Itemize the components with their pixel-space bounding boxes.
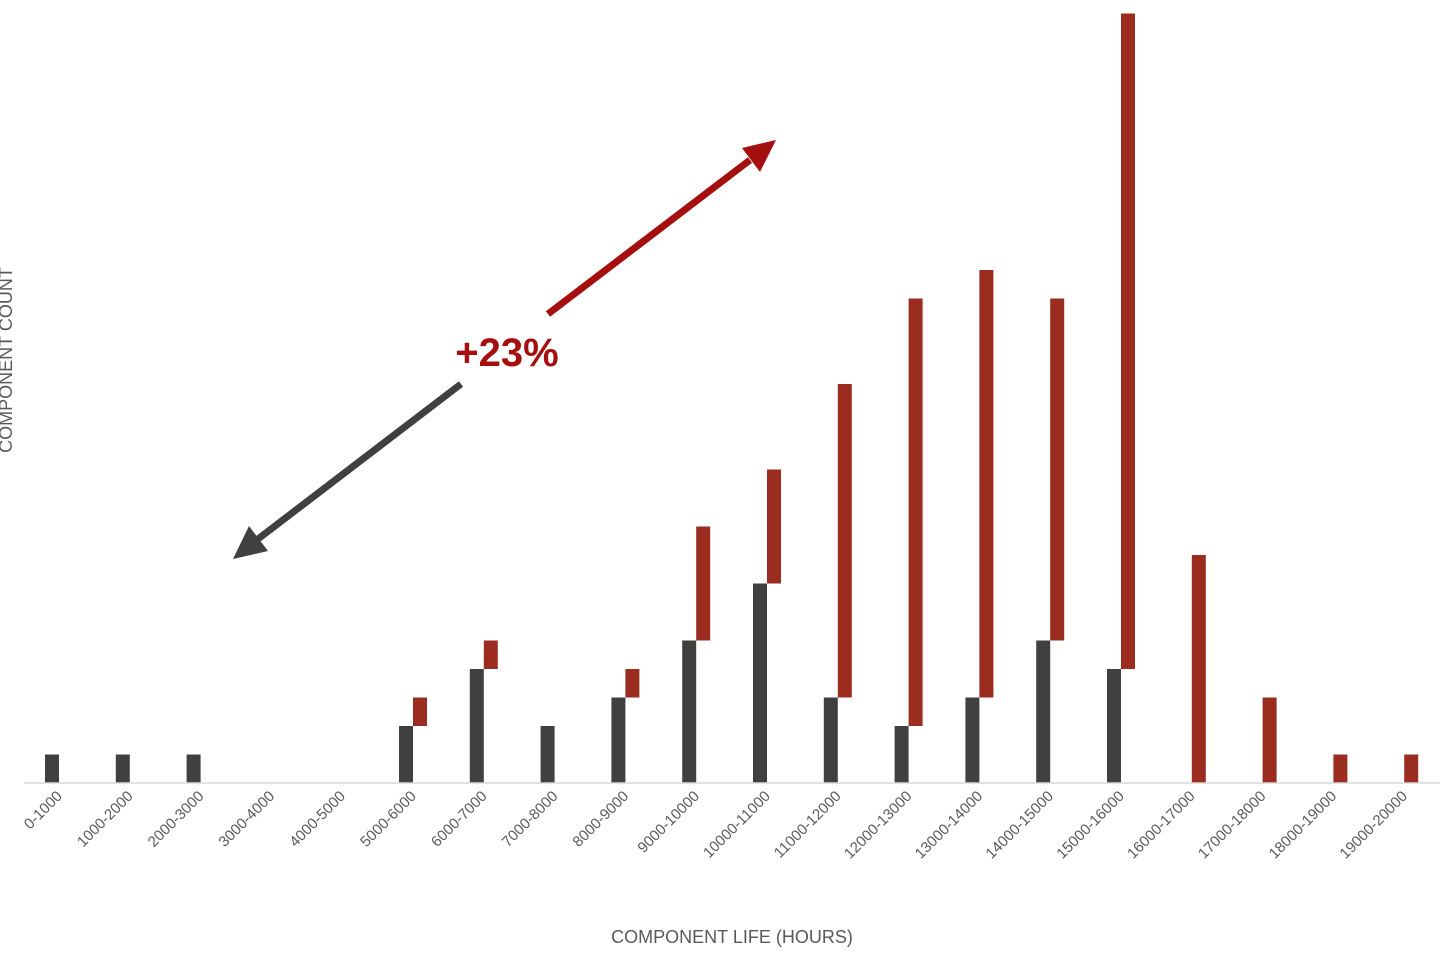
bar-series2-13000-14000 — [979, 270, 994, 698]
bar-series2-12000-13000 — [908, 298, 923, 726]
x-tick-label: 15000-16000 — [1053, 788, 1128, 863]
x-tick-label: 3000-4000 — [215, 788, 278, 851]
bar-series1-10000-11000 — [753, 583, 767, 783]
bar-series1-15000-16000 — [1107, 669, 1121, 783]
bar-series2-9000-10000 — [696, 526, 711, 641]
x-tick-label: 9000-10000 — [634, 788, 703, 857]
bar-series1-7000-8000 — [540, 726, 555, 783]
bar-series2-15000-16000 — [1121, 13, 1135, 669]
x-tick-label: 12000-13000 — [841, 788, 916, 863]
x-tick-label: 8000-9000 — [569, 788, 632, 851]
bar-series2-14000-15000 — [1050, 298, 1065, 641]
x-tick-label: 19000-20000 — [1336, 788, 1411, 863]
x-tick-label: 1000-2000 — [74, 788, 137, 851]
x-tick-label: 14000-15000 — [982, 788, 1057, 863]
bar-series1-13000-14000 — [965, 697, 980, 783]
bar-series1-12000-13000 — [894, 726, 909, 783]
bar-series2-17000-18000 — [1262, 697, 1277, 783]
decrease-arrow-head-icon — [233, 526, 268, 559]
bars-layer — [45, 13, 1419, 783]
x-tick-label: 13000-14000 — [912, 788, 987, 863]
x-tick-label: 7000-8000 — [499, 788, 562, 851]
bar-series2-18000-19000 — [1333, 754, 1348, 783]
bar-series1-11000-12000 — [823, 697, 838, 783]
x-tick-label: 10000-11000 — [700, 788, 774, 862]
x-tick-label: 17000-18000 — [1195, 788, 1270, 863]
bar-series1-5000-6000 — [399, 726, 413, 783]
bar-series2-11000-12000 — [837, 384, 852, 698]
decrease-arrow-shaft — [255, 381, 464, 542]
bar-series2-6000-7000 — [483, 640, 498, 669]
bar-series2-10000-11000 — [767, 469, 781, 584]
increase-arrow-shaft — [545, 157, 753, 317]
bar-series2-16000-17000 — [1191, 555, 1206, 783]
x-tick-label: 5000-6000 — [357, 788, 420, 851]
x-axis-title: COMPONENT LIFE (HOURS) — [611, 927, 853, 947]
increase-arrow-head-icon — [742, 140, 776, 172]
x-tick-labels: 0-1000 1000-2000 2000-3000 3000-4000 4000-50… — [21, 788, 1411, 863]
bar-series2-5000-6000 — [413, 697, 427, 726]
bar-series1-9000-10000 — [682, 640, 697, 783]
x-tick-label: 18000-19000 — [1266, 788, 1341, 863]
bar-series1-0-1000 — [45, 754, 59, 783]
percent-change-annotation: +23% — [455, 331, 558, 375]
x-tick-label: 4000-5000 — [286, 788, 349, 851]
bar-series1-6000-7000 — [469, 669, 484, 783]
bar-series1-14000-15000 — [1036, 640, 1051, 783]
bar-series1-2000-3000 — [186, 754, 201, 783]
x-tick-label: 2000-3000 — [145, 788, 208, 851]
y-axis-title: COMPONENT COUNT — [0, 267, 16, 453]
bar-series2-19000-20000 — [1404, 754, 1419, 783]
x-tick-label: 6000-7000 — [428, 788, 491, 851]
x-tick-label: 11000-12000 — [771, 788, 845, 862]
x-tick-label: 0-1000 — [21, 788, 66, 833]
bar-series1-8000-9000 — [611, 697, 626, 783]
bar-series2-8000-9000 — [625, 669, 640, 698]
x-tick-label: 16000-17000 — [1124, 788, 1199, 863]
bar-series1-1000-2000 — [115, 754, 130, 783]
